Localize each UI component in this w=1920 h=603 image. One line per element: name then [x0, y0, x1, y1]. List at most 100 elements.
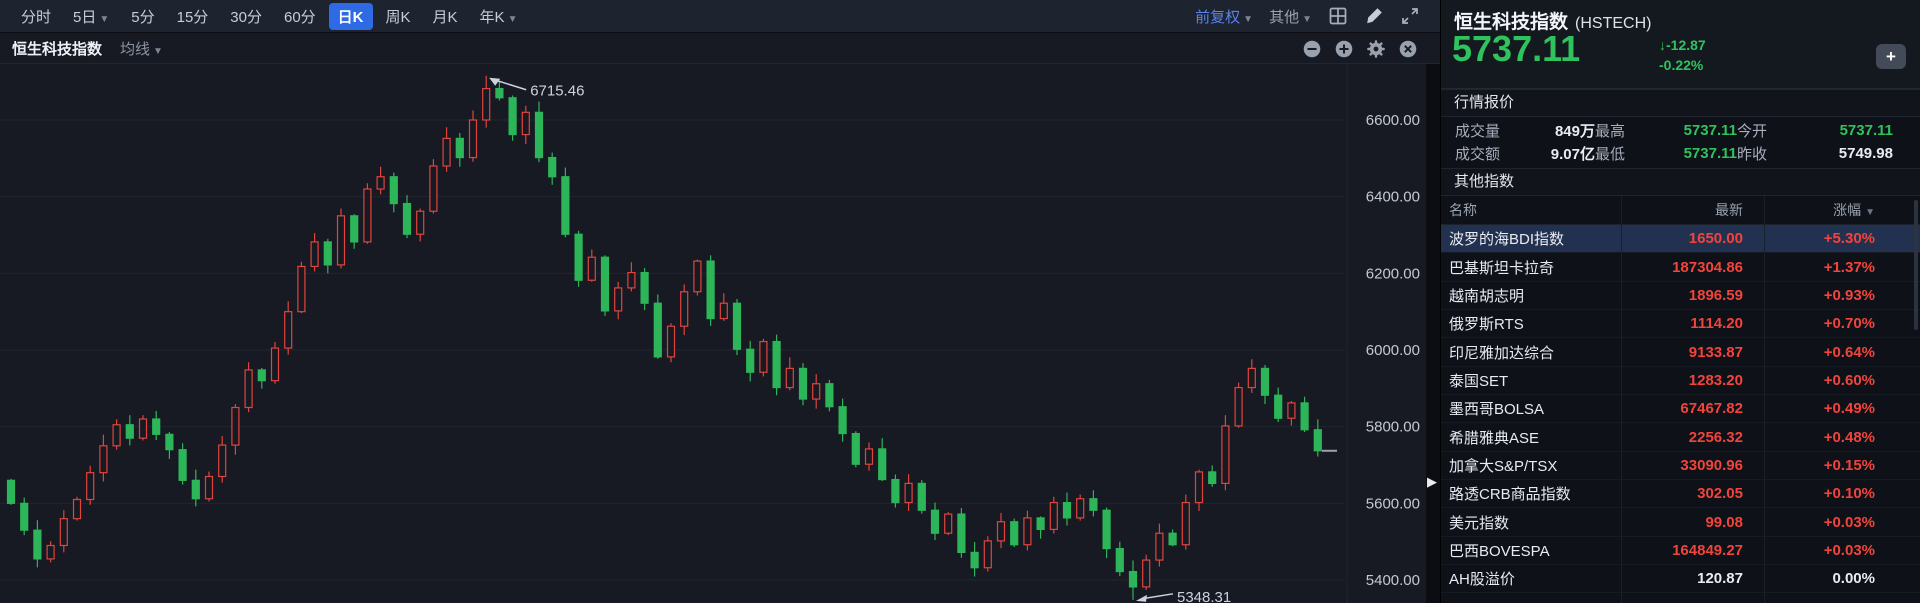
index-last-cell: 33090.96	[1680, 456, 1743, 474]
index-last-cell: 302.05	[1697, 485, 1743, 503]
quote-row: 成交额 9.07亿 最低 5737.11 昨收 5749.98	[1441, 142, 1920, 165]
price-change-percent: -0.22%	[1659, 57, 1704, 73]
period-tabs: 分时 5日 ▼ 5分 15分 30分 60分 日K 周K 月K 年K ▼	[12, 2, 526, 30]
period-tab-1[interactable]: 5日 ▼	[73, 8, 110, 26]
svg-text:6400.00: 6400.00	[1366, 189, 1420, 206]
period-tab-4[interactable]: 30分	[230, 8, 262, 26]
index-change-cell: +0.93%	[1823, 286, 1875, 304]
index-change-cell: +0.60%	[1823, 371, 1875, 389]
period-tab-2[interactable]: 5分	[131, 8, 155, 26]
column-header-name[interactable]: 名称	[1449, 202, 1477, 218]
index-row[interactable]: 巴西BOVESPA 164849.27 +0.03%	[1441, 537, 1920, 566]
indices-table-header: 名称 最新 涨幅 ▼	[1441, 196, 1920, 225]
panel-divider-strip	[1426, 64, 1440, 603]
index-change-cell: +5.30%	[1823, 230, 1875, 248]
column-header-last[interactable]: 最新	[1715, 202, 1743, 218]
index-last-cell: 120.87	[1697, 570, 1743, 588]
quote-label: 今开	[1737, 123, 1768, 140]
more-dropdown[interactable]: 其他 ▼	[1269, 8, 1312, 26]
adjust-type-dropdown[interactable]: 前复权 ▼	[1195, 8, 1254, 26]
column-header-change[interactable]: 涨幅 ▼	[1833, 202, 1875, 218]
period-tab-8[interactable]: 月K	[432, 8, 458, 26]
period-tab-5[interactable]: 60分	[283, 8, 316, 26]
quote-label: 成交量	[1455, 123, 1501, 140]
candlestick-chart[interactable]: 6600.00 6400.00 6200.00 6000.00 5800.00 5600.…	[0, 64, 1440, 603]
quote-panel: 恒生科技指数 (HSTECH) 5737.11 ↓-12.87 -0.22% + …	[1440, 0, 1920, 603]
toolbar-right: 前复权 ▼ 其他 ▼	[1195, 6, 1420, 27]
period-tab-0[interactable]: 分时	[21, 8, 52, 26]
quote-value: 5737.11	[1683, 122, 1737, 139]
index-row[interactable]: AH股溢价 120.87 0.00%	[1441, 565, 1920, 594]
quote-rows: 成交量 849万 最高 5737.11 今开 5737.11 成交额 9.07亿 最低 5737.…	[1441, 117, 1920, 165]
index-last-cell: 1896.59	[1688, 286, 1743, 304]
index-name-cell: 印尼雅加达综合	[1449, 344, 1555, 362]
index-name-cell: 越南胡志明	[1449, 287, 1525, 305]
zoom-in-icon[interactable]	[1334, 39, 1354, 59]
scrollbar[interactable]	[1914, 200, 1918, 330]
quote-label: 最低	[1595, 146, 1626, 163]
quote-row: 成交量 849万 最高 5737.11 今开 5737.11	[1441, 119, 1920, 142]
index-last-cell: 1283.20	[1688, 371, 1743, 389]
index-last-cell: 1650.00	[1688, 230, 1743, 248]
index-change-cell: +0.10%	[1823, 485, 1875, 503]
indices-table-body: 波罗的海BDI指数 1650.00 +5.30% 巴基斯坦卡拉奇 187304.86 +1…	[1441, 225, 1920, 603]
index-row[interactable]: 墨西哥BOLSA 67467.82 +0.49%	[1441, 395, 1920, 424]
period-toolbar: 分时 5日 ▼ 5分 15分 30分 60分 日K 周K 月K 年K ▼ 前复权 ▼ 其他 ▼	[0, 0, 1440, 33]
chevron-down-icon: ▼	[99, 13, 110, 25]
index-last-cell: 164849.27	[1672, 541, 1743, 559]
zoom-out-icon[interactable]	[1302, 39, 1322, 59]
index-row[interactable]: 加拿大S&P/TSX 33090.96 +0.15%	[1441, 452, 1920, 481]
grid-layout-icon[interactable]	[1328, 6, 1348, 26]
quote-label: 成交额	[1455, 146, 1501, 163]
index-row[interactable]: 越南胡志明 1896.59 +0.93%	[1441, 282, 1920, 311]
column-divider	[1621, 194, 1622, 603]
index-row[interactable]	[1441, 593, 1920, 603]
settings-gear-icon[interactable]	[1366, 39, 1386, 59]
fullscreen-icon[interactable]	[1400, 6, 1420, 26]
index-row[interactable]: 美元指数 99.08 +0.03%	[1441, 508, 1920, 537]
quote-value: 5737.11	[1839, 122, 1893, 139]
svg-text:5800.00: 5800.00	[1366, 419, 1420, 436]
close-icon[interactable]	[1398, 39, 1418, 59]
quote-value: 849万	[1554, 123, 1595, 140]
quote-label: 昨收	[1737, 146, 1768, 163]
index-change-cell: +0.48%	[1823, 428, 1875, 446]
quote-value: 9.07亿	[1550, 146, 1595, 163]
svg-text:5400.00: 5400.00	[1366, 572, 1420, 589]
index-row[interactable]: 波罗的海BDI指数 1650.00 +5.30%	[1441, 225, 1920, 254]
brush-icon[interactable]	[1364, 6, 1384, 26]
index-change-cell: +0.70%	[1823, 315, 1875, 333]
index-row[interactable]: 印尼雅加达综合 9133.87 +0.64%	[1441, 338, 1920, 367]
quote-value: 5737.11	[1683, 145, 1737, 162]
period-tab-7[interactable]: 周K	[385, 8, 411, 26]
chevron-down-icon: ▼	[1302, 13, 1312, 25]
period-tab-6[interactable]: 日K	[328, 2, 373, 30]
index-row[interactable]: 泰国SET 1283.20 +0.60%	[1441, 367, 1920, 396]
period-tab-3[interactable]: 15分	[176, 8, 209, 26]
index-name: 恒生科技指数 (HSTECH)	[1454, 12, 1652, 33]
index-last-cell: 67467.82	[1680, 400, 1743, 418]
period-tab-9[interactable]: 年K ▼	[479, 8, 518, 26]
index-row[interactable]: 巴基斯坦卡拉奇 187304.86 +1.37%	[1441, 253, 1920, 282]
index-change-cell: +0.64%	[1823, 343, 1875, 361]
index-row[interactable]: 路透CRB商品指数 302.05 +0.10%	[1441, 480, 1920, 509]
index-name-cell: 墨西哥BOLSA	[1449, 401, 1545, 419]
indices-section-title: 其他指数	[1441, 168, 1920, 196]
expand-panel-handle[interactable]: ▶	[1427, 474, 1437, 489]
index-code: (HSTECH)	[1575, 15, 1652, 32]
index-name-cell: AH股溢价	[1449, 571, 1515, 589]
add-to-watchlist-button[interactable]: +	[1876, 44, 1906, 69]
chart-symbol-label: 恒生科技指数	[12, 41, 103, 58]
ma-indicator-dropdown[interactable]: 均线 ▼	[120, 41, 163, 58]
index-name-cell: 路透CRB商品指数	[1449, 486, 1571, 504]
index-name-cell: 巴基斯坦卡拉奇	[1449, 259, 1555, 277]
index-change-cell: 0.00%	[1832, 570, 1875, 588]
index-name-cell: 巴西BOVESPA	[1449, 542, 1550, 560]
svg-text:5600.00: 5600.00	[1366, 495, 1420, 512]
chart-controls	[1302, 39, 1418, 59]
chevron-down-icon: ▼	[153, 46, 163, 57]
index-row[interactable]: 俄罗斯RTS 1114.20 +0.70%	[1441, 310, 1920, 339]
index-change-cell: +0.49%	[1823, 400, 1875, 418]
index-row[interactable]: 希腊雅典ASE 2256.32 +0.48%	[1441, 423, 1920, 452]
index-last-cell: 99.08	[1705, 513, 1743, 531]
